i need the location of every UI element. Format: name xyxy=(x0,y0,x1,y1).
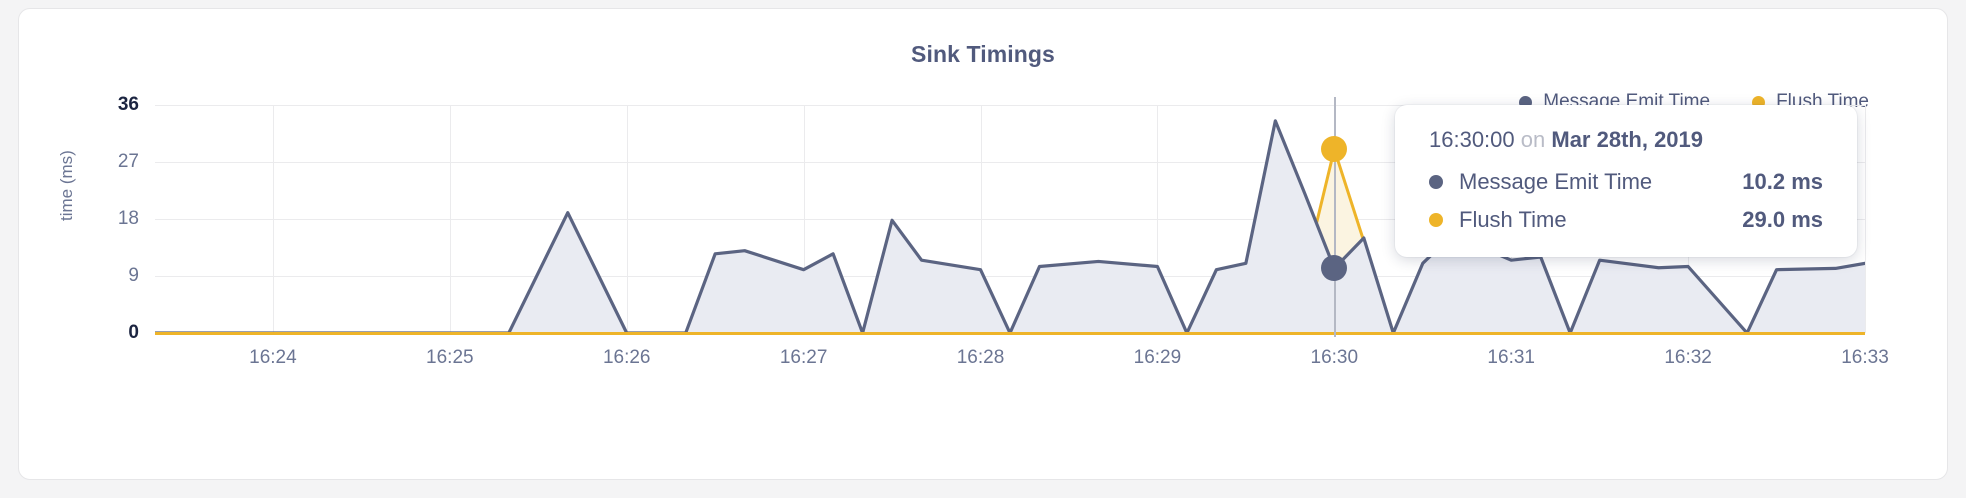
gridline-horizontal xyxy=(155,219,1865,220)
y-axis-tick-label: 36 xyxy=(117,94,139,115)
hover-marker-flush-time[interactable] xyxy=(1321,136,1348,163)
tooltip-dot-message-emit-time xyxy=(1429,175,1443,189)
tooltip-value-flush-time: 29.0 ms xyxy=(1742,207,1823,232)
gridline-horizontal xyxy=(155,162,1865,163)
x-axis-line xyxy=(155,332,1865,335)
x-axis-tick-label: 16:30 xyxy=(1310,347,1359,368)
tooltip-value-message-emit-time: 10.2 ms xyxy=(1742,169,1823,194)
hover-tooltip: 16:30:00 on Mar 28th, 2019 Message Emit … xyxy=(1395,105,1857,257)
tooltip-on-word: on xyxy=(1520,127,1546,152)
tooltip-row-flush-time: Flush Time 29.0 ms xyxy=(1429,207,1823,233)
tooltip-dot-flush-time xyxy=(1429,213,1443,227)
page-title: Sink Timings xyxy=(911,41,1055,67)
x-axis-tick-label: 16:28 xyxy=(956,347,1005,368)
tooltip-date: Mar 28th, 2019 xyxy=(1551,127,1704,152)
series-line-message-emit-time[interactable] xyxy=(155,119,1865,333)
y-axis-tick-label: 27 xyxy=(117,151,139,172)
gridline-horizontal xyxy=(155,105,1865,106)
x-axis-tick-label: 16:25 xyxy=(426,347,474,368)
y-axis-tick-label: 9 xyxy=(128,265,139,286)
chart-card: Sink Timings Message Emit Time Flush Tim… xyxy=(18,8,1948,480)
x-axis-tick-label: 16:31 xyxy=(1487,347,1535,368)
y-axis-tick-label: 18 xyxy=(117,208,139,229)
tooltip-row-message-emit-time: Message Emit Time 10.2 ms xyxy=(1429,169,1823,195)
gridline-vertical xyxy=(1865,105,1866,333)
x-axis-tick-label: 16:27 xyxy=(779,347,828,368)
hover-crosshair xyxy=(1334,97,1336,337)
tooltip-time: 16:30:00 xyxy=(1429,127,1515,152)
y-axis-label: time (ms) xyxy=(57,150,76,221)
tooltip-label-flush-time: Flush Time xyxy=(1459,207,1567,232)
hover-marker-message-emit-time[interactable] xyxy=(1321,255,1348,282)
x-axis-tick-label: 16:32 xyxy=(1664,347,1712,368)
y-axis-tick-label: 0 xyxy=(128,322,139,343)
x-axis-tick-label: 16:29 xyxy=(1133,347,1182,368)
series-area-message-emit-time xyxy=(155,120,1865,333)
x-axis-tick-label: 16:33 xyxy=(1841,347,1889,368)
x-axis-tick-label: 16:26 xyxy=(602,347,651,368)
tooltip-label-message-emit-time: Message Emit Time xyxy=(1459,169,1653,194)
tooltip-header: 16:30:00 on Mar 28th, 2019 xyxy=(1429,127,1823,153)
gridline-horizontal xyxy=(155,276,1865,277)
x-axis-tick-label: 16:24 xyxy=(249,347,297,368)
